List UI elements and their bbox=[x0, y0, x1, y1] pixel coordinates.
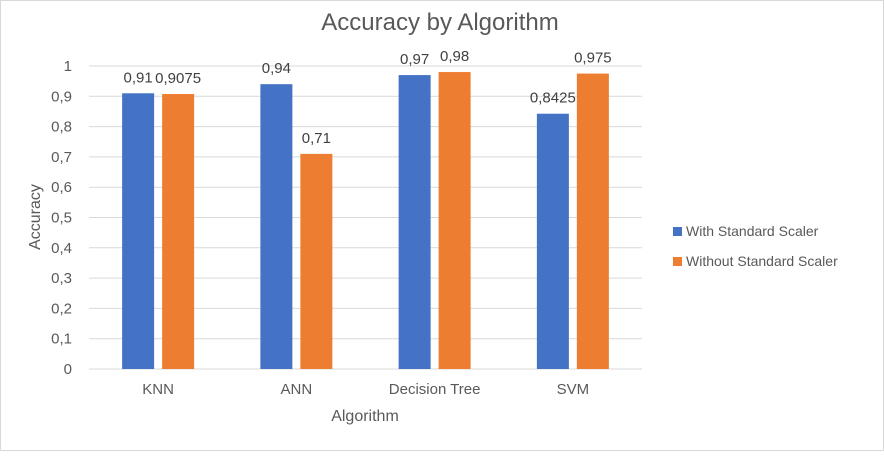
legend-swatch bbox=[673, 257, 682, 266]
legend-label: With Standard Scaler bbox=[686, 223, 819, 239]
data-label: 0,94 bbox=[262, 60, 291, 77]
y-tick-label: 0,3 bbox=[51, 270, 72, 287]
bar-without-scaler bbox=[438, 72, 471, 369]
data-labels: 0,91 0,9075 0,94 0,71 0,97 0,98 0,8425 0,975 bbox=[124, 48, 612, 147]
y-tick-labels: 0 0,1 0,2 0,3 0,4 0,5 0,6 0,7 0,8 0,9 1 bbox=[51, 58, 72, 378]
bar-with-scaler bbox=[398, 75, 431, 369]
x-tick-label: SVM bbox=[557, 381, 590, 398]
y-tick-label: 0 bbox=[64, 361, 72, 378]
bar-without-scaler bbox=[162, 94, 195, 369]
bar-with-scaler bbox=[536, 113, 569, 369]
data-label: 0,975 bbox=[574, 50, 612, 67]
y-tick-label: 0,4 bbox=[51, 240, 72, 257]
x-tick-label: Decision Tree bbox=[389, 381, 481, 398]
x-tick-label: KNN bbox=[142, 381, 174, 398]
y-tick-label: 0,8 bbox=[51, 119, 72, 136]
bar-without-scaler bbox=[576, 73, 609, 369]
chart-title: Accuracy by Algorithm bbox=[321, 9, 558, 36]
bars bbox=[122, 72, 609, 370]
data-label: 0,8425 bbox=[530, 90, 576, 107]
data-label: 0,71 bbox=[302, 130, 331, 147]
y-tick-label: 0,1 bbox=[51, 331, 72, 348]
y-axis-title: Accuracy bbox=[27, 184, 44, 250]
y-tick-label: 0,2 bbox=[51, 300, 72, 317]
y-tick-label: 0,7 bbox=[51, 149, 72, 166]
x-axis-title: Algorithm bbox=[331, 408, 399, 425]
x-tick-label: ANN bbox=[281, 381, 313, 398]
data-label: 0,98 bbox=[440, 48, 469, 65]
legend-swatch bbox=[673, 227, 682, 236]
bar-without-scaler bbox=[300, 153, 333, 369]
legend-label: Without Standard Scaler bbox=[686, 253, 838, 269]
y-tick-label: 0,5 bbox=[51, 210, 72, 227]
data-label: 0,9075 bbox=[155, 70, 201, 87]
y-tick-label: 1 bbox=[64, 58, 72, 75]
data-label: 0,97 bbox=[400, 51, 429, 68]
x-tick-labels: KNN ANN Decision Tree SVM bbox=[142, 381, 589, 398]
legend: With Standard Scaler Without Standard Sca… bbox=[673, 223, 838, 269]
bar-with-scaler bbox=[260, 84, 293, 370]
y-tick-label: 0,9 bbox=[51, 88, 72, 105]
data-label: 0,91 bbox=[124, 69, 153, 86]
bar-with-scaler bbox=[122, 93, 155, 370]
y-tick-label: 0,6 bbox=[51, 179, 72, 196]
